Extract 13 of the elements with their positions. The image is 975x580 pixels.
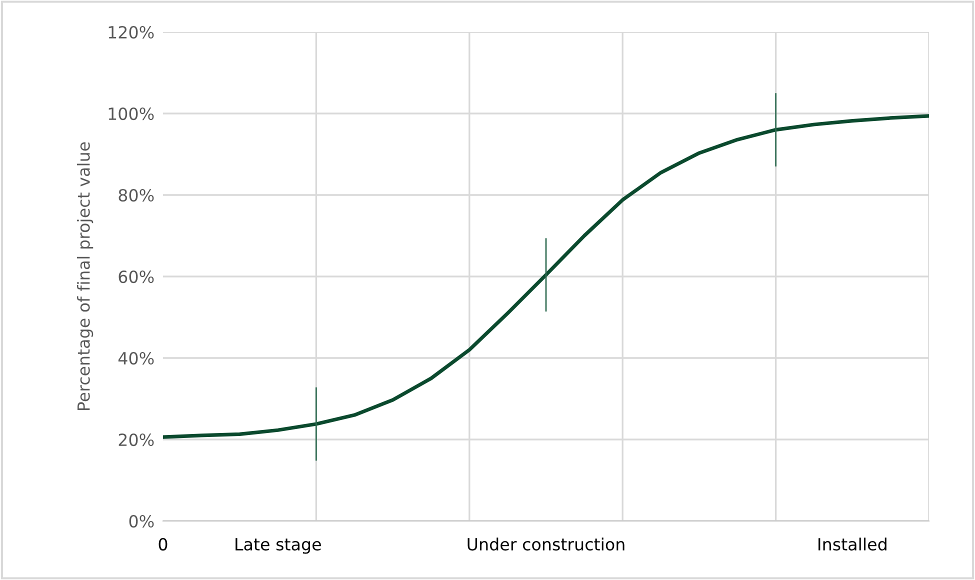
x-tick-label: Installed xyxy=(818,538,886,551)
y-tick-label: 120% xyxy=(108,26,154,39)
y-tick-label: 40% xyxy=(118,352,154,365)
y-axis-title: Percentage of final project value xyxy=(77,142,94,410)
y-tick-label: 60% xyxy=(118,270,154,284)
y-tick-label: 80% xyxy=(118,188,154,202)
line-series xyxy=(163,114,929,439)
y-tick-label: 100% xyxy=(108,107,154,120)
x-tick-label: Late stage xyxy=(236,538,321,554)
x-tick-label: 0 xyxy=(158,538,168,551)
x-tick-label: Under construction xyxy=(468,538,624,551)
y-tick-label: 0% xyxy=(129,514,154,528)
y-tick-label: 20% xyxy=(118,433,154,446)
